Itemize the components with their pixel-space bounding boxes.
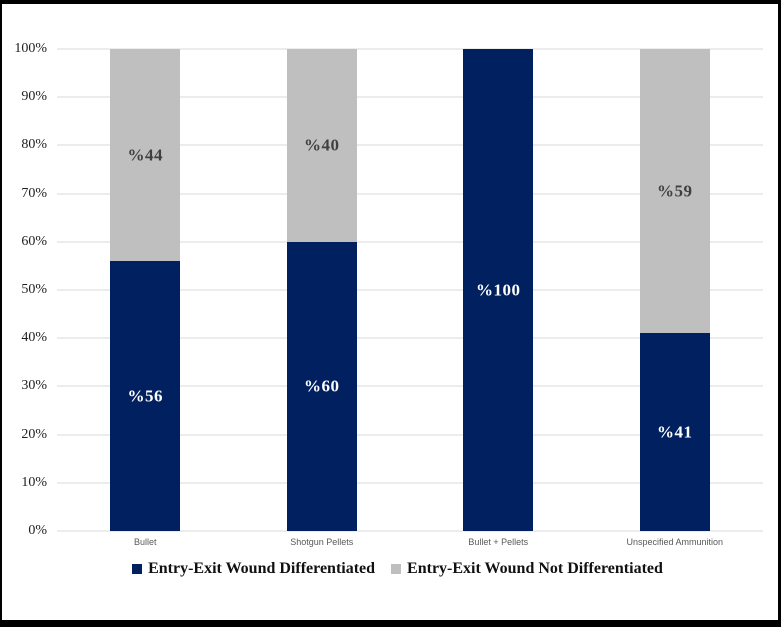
bar-data-label: %56	[127, 386, 163, 406]
frame-border-top	[0, 0, 781, 4]
bar-0: %56 %44	[110, 49, 181, 531]
bar-1: %60 %40	[286, 49, 357, 531]
y-axis: 0% 10% 20% 30% 40% 50% 60% 70% 80% 90% 100%	[0, 42, 52, 538]
y-axis-tick-label: 30%	[21, 378, 47, 394]
bar-segment: %41	[639, 333, 710, 531]
gridline-30	[57, 385, 763, 387]
gridline-0	[57, 530, 763, 532]
category-label: Bullet + Pellets	[468, 537, 529, 547]
bar-segment: %40	[286, 49, 357, 242]
frame-border-right	[778, 0, 781, 627]
gridline-70	[57, 193, 763, 195]
bar-data-label: %100	[476, 280, 521, 300]
plot-area: %56 %44 %60 %40 %100 %41 %59	[57, 48, 763, 532]
y-axis-tick-label: 0%	[28, 523, 47, 538]
frame-border-left	[0, 0, 2, 627]
bar-segment: %100	[463, 49, 534, 531]
legend-label: Entry-Exit Wound Differentiated	[148, 560, 376, 577]
bar-segment: %59	[639, 49, 710, 334]
category-label: Unspecified Ammunition	[626, 537, 724, 547]
category-label: Bullet	[133, 537, 157, 547]
legend-swatch	[132, 564, 143, 574]
y-axis-tick-label: 80%	[21, 137, 47, 153]
gridline-50	[57, 289, 763, 291]
bar-data-label: %44	[127, 145, 163, 165]
bar-data-label: %59	[657, 181, 693, 201]
y-axis-tick-label: 60%	[21, 233, 47, 249]
y-axis-tick-label: 90%	[21, 89, 47, 105]
legend-item: Entry-Exit Wound Not Differentiated	[391, 560, 663, 578]
gridline-90	[57, 96, 763, 98]
bar-data-label: %41	[657, 422, 693, 442]
category-label: Shotgun Pellets	[290, 537, 354, 547]
bar-segment: %44	[110, 49, 181, 262]
legend-label: Entry-Exit Wound Not Differentiated	[407, 560, 663, 577]
bar-data-label: %60	[304, 376, 340, 396]
y-axis-tick-label: 100%	[14, 41, 47, 56]
bar-segment: %56	[110, 261, 181, 531]
chart-legend: Entry-Exit Wound Differentiated Entry-Exi…	[0, 558, 781, 580]
bar-data-label: %40	[304, 135, 340, 155]
gridline-20	[57, 434, 763, 436]
x-axis-category-labels: Bullet Shotgun Pellets Bullet + Pellets Uns…	[57, 537, 763, 551]
bar-2: %100	[463, 49, 534, 531]
legend-item: Entry-Exit Wound Differentiated	[132, 560, 375, 578]
frame-border-bottom	[0, 620, 781, 627]
legend-swatch	[391, 564, 402, 574]
gridline-10	[57, 482, 763, 484]
gridline-60	[57, 241, 763, 243]
bar-segment: %60	[286, 241, 357, 531]
y-axis-tick-label: 40%	[21, 330, 47, 346]
bar-3: %41 %59	[639, 49, 710, 531]
y-axis-tick-label: 10%	[21, 474, 47, 490]
gridline-40	[57, 337, 763, 339]
y-axis-tick-label: 70%	[21, 185, 47, 201]
gridline-80	[57, 144, 763, 146]
y-axis-tick-label: 20%	[21, 426, 47, 442]
y-axis-tick-label: 50%	[21, 282, 47, 297]
gridline-100	[57, 48, 763, 50]
